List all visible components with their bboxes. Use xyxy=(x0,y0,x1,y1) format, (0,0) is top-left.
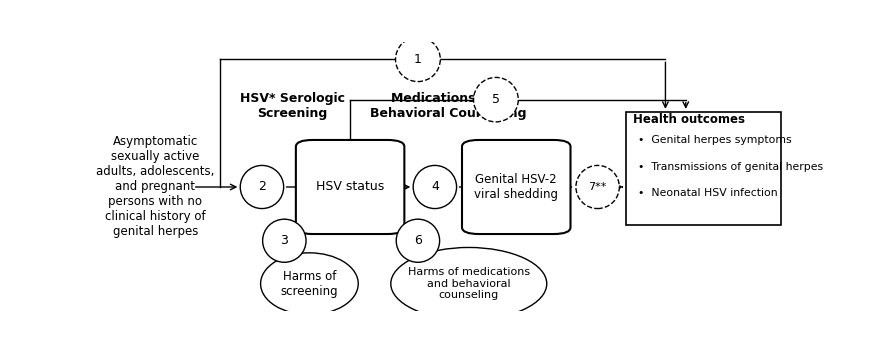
Ellipse shape xyxy=(413,165,457,209)
Text: 6: 6 xyxy=(414,234,422,247)
Ellipse shape xyxy=(473,77,518,122)
Text: Harms of
screening: Harms of screening xyxy=(281,270,339,298)
Text: 3: 3 xyxy=(280,234,288,247)
Text: HSV* Serologic
Screening: HSV* Serologic Screening xyxy=(240,92,345,120)
Text: •  Neonatal HSV infection: • Neonatal HSV infection xyxy=(639,188,778,198)
Text: 1: 1 xyxy=(414,53,422,66)
Ellipse shape xyxy=(396,219,439,262)
FancyBboxPatch shape xyxy=(462,140,570,234)
Ellipse shape xyxy=(241,165,284,209)
Text: 7**: 7** xyxy=(589,182,607,192)
Text: Medications and
Behavioral Counseling: Medications and Behavioral Counseling xyxy=(370,92,527,120)
Text: Genital HSV-2
viral shedding: Genital HSV-2 viral shedding xyxy=(474,173,558,201)
Text: HSV status: HSV status xyxy=(316,180,384,193)
Text: Health outcomes: Health outcomes xyxy=(633,113,745,126)
Text: •  Genital herpes symptoms: • Genital herpes symptoms xyxy=(639,135,792,146)
Text: Asymptomatic
sexually active
adults, adolescents,
and pregnant
persons with no
c: Asymptomatic sexually active adults, ado… xyxy=(96,135,214,238)
Ellipse shape xyxy=(396,37,440,82)
Text: 2: 2 xyxy=(258,180,266,193)
Text: 4: 4 xyxy=(431,180,439,193)
Text: •  Transmissions of genital herpes: • Transmissions of genital herpes xyxy=(639,162,823,172)
Ellipse shape xyxy=(576,165,620,209)
Ellipse shape xyxy=(391,247,547,320)
Text: 5: 5 xyxy=(492,93,500,106)
Ellipse shape xyxy=(261,253,358,315)
FancyBboxPatch shape xyxy=(296,140,404,234)
FancyBboxPatch shape xyxy=(626,112,780,225)
Text: Harms of medications
and behavioral
counseling: Harms of medications and behavioral coun… xyxy=(408,267,530,300)
Ellipse shape xyxy=(262,219,306,262)
